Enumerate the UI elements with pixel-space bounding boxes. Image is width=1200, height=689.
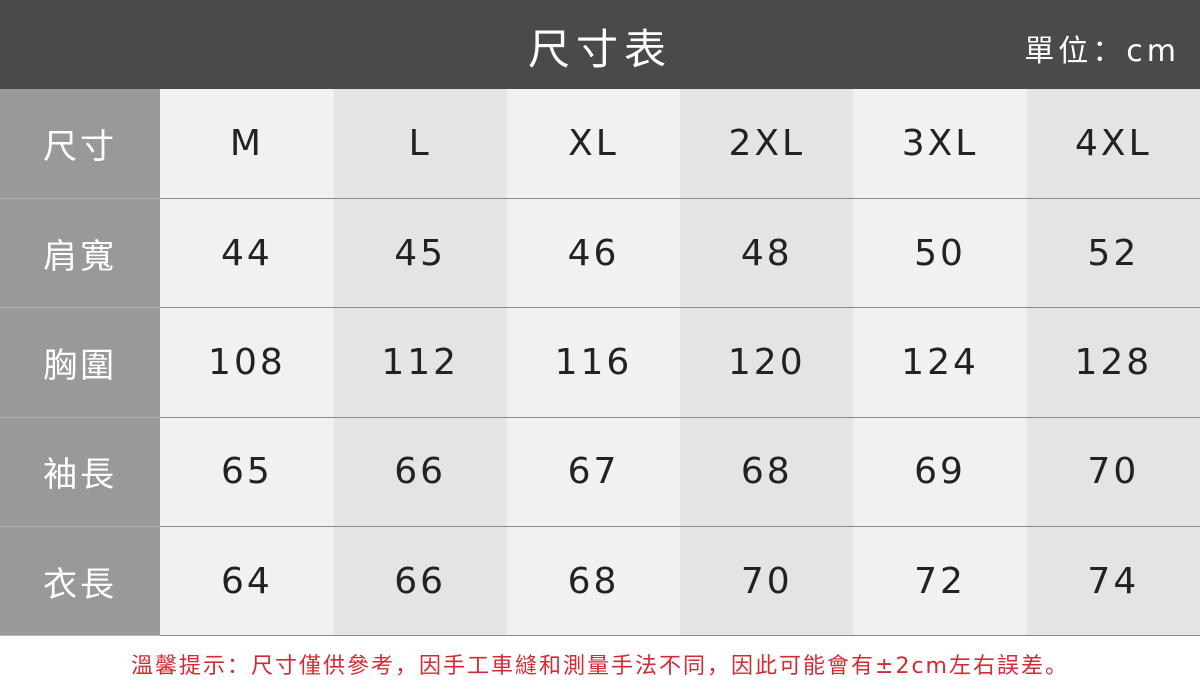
table-cell: 72 xyxy=(853,526,1027,637)
table-cell: 70 xyxy=(680,526,854,637)
table-cell: 52 xyxy=(1026,198,1200,309)
size-header: L xyxy=(333,89,507,199)
unit-label: 單位：cm xyxy=(1024,34,1180,69)
table-cell: 64 xyxy=(160,526,334,637)
table-cell: 45 xyxy=(333,198,507,309)
page-title: 尺寸表 xyxy=(527,25,672,74)
table-cell: 128 xyxy=(1026,307,1200,418)
table-row: 衣長 64 66 68 70 72 74 xyxy=(0,526,1200,637)
table-row: 肩寬 44 45 46 48 50 52 xyxy=(0,198,1200,309)
row-label: 肩寬 xyxy=(0,198,161,309)
row-label: 袖長 xyxy=(0,417,161,528)
table-cell: 65 xyxy=(160,417,334,528)
table-cell: 44 xyxy=(160,198,334,309)
size-header: 4XL xyxy=(1026,89,1200,199)
table-cell: 74 xyxy=(1026,526,1200,637)
table-cell: 46 xyxy=(506,198,681,309)
row-label: 胸圍 xyxy=(0,307,161,418)
row-label: 衣長 xyxy=(0,526,161,637)
table-cell: 116 xyxy=(506,307,681,418)
size-header: 3XL xyxy=(853,89,1027,199)
size-header: 2XL xyxy=(680,89,854,199)
table-cell: 68 xyxy=(506,526,681,637)
table-row: 袖長 65 66 67 68 69 70 xyxy=(0,417,1200,528)
table-cell: 108 xyxy=(160,307,334,418)
table-cell: 70 xyxy=(1026,417,1200,528)
table-cell: 67 xyxy=(506,417,681,528)
table-cell: 50 xyxy=(853,198,1027,309)
table-cell: 112 xyxy=(333,307,507,418)
table-header-row: 尺寸 M L XL 2XL 3XL 4XL xyxy=(0,89,1200,199)
table-cell: 48 xyxy=(680,198,854,309)
row-label: 尺寸 xyxy=(0,89,161,199)
table-cell: 68 xyxy=(680,417,854,528)
table-cell: 66 xyxy=(333,526,507,637)
disclaimer-note: 溫馨提示：尺寸僅供參考，因手工車縫和測量手法不同，因此可能會有±2cm左右誤差。 xyxy=(131,654,1069,679)
table-cell: 120 xyxy=(680,307,854,418)
size-header: M xyxy=(160,89,334,199)
size-table: 尺寸 M L XL 2XL 3XL 4XL 肩寬 44 45 46 48 50 … xyxy=(0,89,1200,637)
table-row: 胸圍 108 112 116 120 124 128 xyxy=(0,307,1200,418)
header-bar: 尺寸表 單位：cm xyxy=(0,0,1200,89)
table-cell: 66 xyxy=(333,417,507,528)
table-cell: 69 xyxy=(853,417,1027,528)
table-cell: 124 xyxy=(853,307,1027,418)
size-header: XL xyxy=(506,89,681,199)
